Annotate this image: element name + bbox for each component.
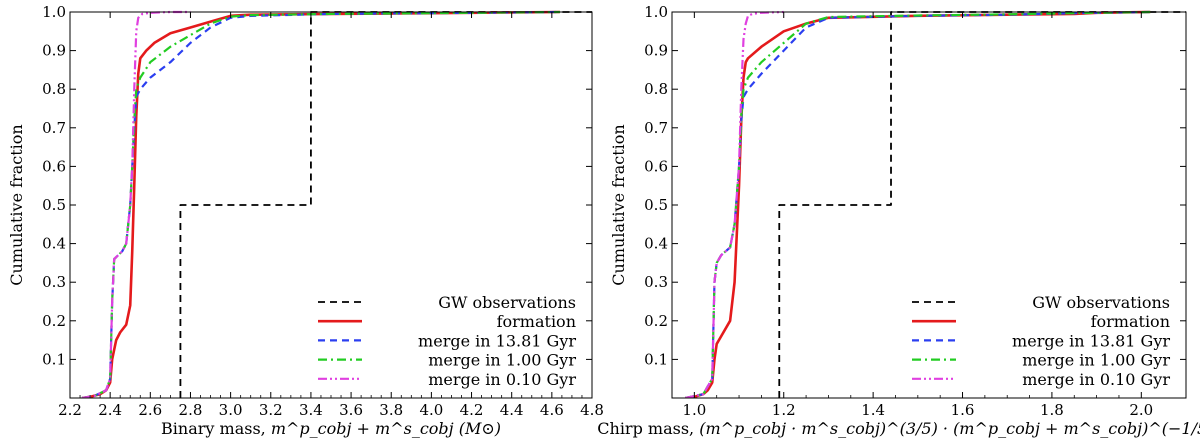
y-tick-label: 0.9 (644, 42, 668, 60)
x-tick-label: 4.0 (419, 401, 443, 419)
series-line-merge-in-1-00-gyr (81, 10, 560, 398)
legend-entry: merge in 1.00 Gyr (1022, 351, 1170, 370)
x-axis-label: Binary mass, m^p_cobj + m^s_cobj (M⊙) (161, 419, 501, 438)
x-tick-label: 3.6 (339, 401, 363, 419)
x-tick-label: 3.8 (379, 401, 403, 419)
y-tick-label: 0.2 (42, 312, 66, 330)
x-tick-label: 3.0 (219, 401, 243, 419)
legend-entry: merge in 13.81 Gyr (418, 331, 576, 350)
y-tick-label: 0.9 (42, 42, 66, 60)
series-line-merge-in-0-10-gyr (685, 10, 784, 398)
legend-entry: merge in 0.10 Gyr (1022, 370, 1170, 389)
y-tick-label: 0.3 (42, 273, 66, 291)
series-line-merge-in-0-10-gyr (81, 10, 191, 398)
y-tick-label: 1.0 (42, 3, 66, 21)
y-tick-label: 0.1 (42, 350, 66, 368)
y-tick-label: 0.5 (644, 196, 668, 214)
y-tick-label: 0.4 (644, 235, 668, 253)
x-tick-label: 1.2 (772, 401, 796, 419)
series-line-gw-observations (778, 11, 1186, 398)
x-tick-label: 3.4 (299, 401, 323, 419)
x-tick-label: 3.2 (259, 401, 283, 419)
y-tick-label: 0.1 (644, 350, 668, 368)
y-tick-label: 0.8 (644, 80, 668, 98)
x-tick-label: 1.6 (951, 401, 975, 419)
y-tick-label: 0.2 (644, 312, 668, 330)
y-tick-label: 1.0 (644, 3, 668, 21)
y-tick-label: 0.3 (644, 273, 668, 291)
y-tick-label: 0.8 (42, 80, 66, 98)
x-tick-label: 4.2 (460, 401, 484, 419)
y-tick-label: 0.7 (42, 119, 66, 137)
x-tick-label: 4.8 (580, 401, 604, 419)
legend-entry: merge in 13.81 Gyr (1012, 331, 1170, 350)
y-tick-label: 0.6 (42, 157, 66, 175)
x-tick-label: 2.0 (1129, 401, 1153, 419)
x-tick-label: 2.4 (98, 401, 122, 419)
y-axis-label: Cumulative fraction (7, 124, 26, 285)
x-tick-label: 2.2 (58, 401, 82, 419)
legend-entry: merge in 0.10 Gyr (428, 370, 576, 389)
y-tick-label: 0.4 (42, 235, 66, 253)
x-tick-label: 1.0 (682, 401, 706, 419)
x-axis-label: Chirp mass, (m^p_cobj · m^s_cobj)^(3/5) … (597, 419, 1200, 438)
x-tick-label: 2.8 (179, 401, 203, 419)
x-tick-label: 1.8 (1040, 401, 1064, 419)
x-tick-label: 1.4 (861, 401, 885, 419)
x-tick-label: 2.6 (138, 401, 162, 419)
x-tick-label: 4.4 (500, 401, 524, 419)
legend-entry: merge in 1.00 Gyr (428, 351, 576, 370)
y-axis-label: Cumulative fraction (609, 124, 628, 285)
x-tick-label: 4.6 (540, 401, 564, 419)
legend-entry: GW observations (438, 293, 576, 312)
chart-panel-chirp: 1.0 1.2 1.4 1.6 1.8 2.0 0.1 0.2 0.3 0.4 0.5 0.6 0.7 0… (597, 3, 1200, 438)
y-tick-label: 0.6 (644, 157, 668, 175)
chart-panel-binary: 2.2 2.4 2.6 2.8 3.0 3.2 3.4 3.6 3.8 4.0 4.2 4.4 4.6 4… (7, 3, 604, 438)
legend-entry: formation (497, 312, 576, 331)
legend-entry: GW observations (1032, 293, 1170, 312)
y-tick-label: 0.7 (644, 119, 668, 137)
y-tick-label: 0.5 (42, 196, 66, 214)
legend-entry: formation (1091, 312, 1170, 331)
